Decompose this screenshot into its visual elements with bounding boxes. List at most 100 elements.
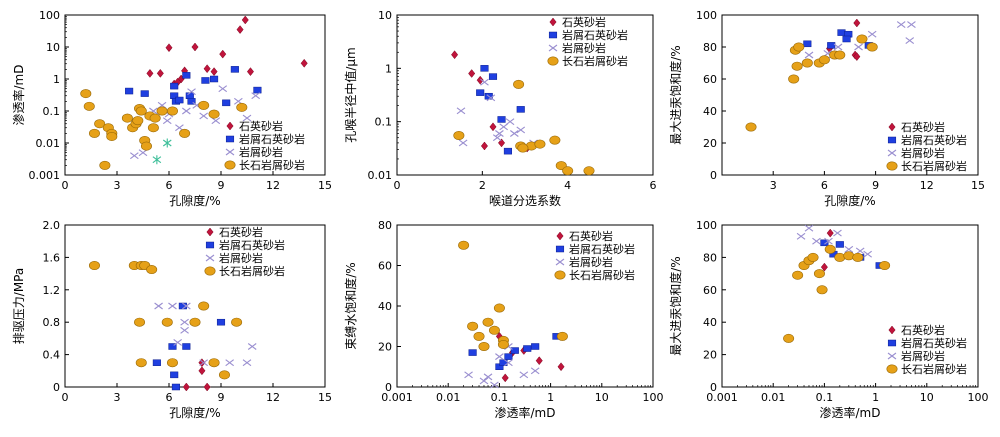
data-point	[199, 112, 208, 120]
legend-label: 岩屑石英砂岩	[569, 242, 635, 256]
legend-marker	[225, 148, 235, 156]
data-point	[480, 141, 488, 151]
y-tick-label: 80	[378, 219, 392, 232]
legend-marker	[887, 352, 897, 360]
legend-marker	[547, 56, 559, 66]
x-tick-label: 6	[821, 179, 828, 192]
data-point	[162, 138, 172, 148]
y-tick-label: 1.6	[43, 251, 61, 264]
legend-label: 石英砂岩	[239, 119, 283, 133]
x-tick-label: 3	[770, 179, 777, 192]
x-tick-label: 9	[218, 391, 225, 404]
legend-label: 岩屑石英砂岩	[901, 336, 967, 350]
data-point	[495, 130, 504, 137]
x-tick-label: 0.001	[381, 391, 413, 404]
y-tick-label: 40	[378, 300, 392, 313]
legend-marker	[548, 44, 558, 52]
x-axis-label: 孔隙度/%	[169, 405, 220, 420]
data-point	[198, 100, 210, 110]
data-point	[236, 102, 248, 112]
legend-marker	[549, 17, 557, 27]
data-point	[230, 66, 239, 73]
y-axis-label: 束缚水饱和度/%	[343, 262, 358, 349]
data-point	[488, 325, 500, 335]
x-tick-label: 10	[920, 391, 934, 404]
data-point	[476, 75, 484, 85]
series-4	[783, 244, 891, 343]
data-point	[88, 260, 100, 270]
x-tick-label: 12	[266, 179, 280, 192]
chart-e: 0.001 0.01 0.1 1 10 100 0 20 40 60 80 渗透率/mD 束缚水饱和度/…	[343, 219, 664, 420]
data-point	[182, 72, 191, 79]
data-point	[842, 35, 851, 43]
y-tick-label: 0.01	[36, 137, 61, 150]
data-point	[510, 347, 519, 354]
data-point	[803, 40, 812, 48]
data-point	[138, 149, 148, 157]
data-point	[88, 128, 100, 138]
data-point	[246, 67, 254, 77]
data-point	[490, 381, 499, 389]
data-point	[482, 317, 494, 327]
data-point	[793, 42, 805, 52]
data-point	[818, 55, 830, 65]
x-tick-label: 9	[872, 179, 879, 192]
data-point	[199, 359, 208, 367]
data-point	[837, 29, 846, 36]
legend-marker	[555, 245, 565, 253]
y-tick-label: 0.1	[375, 116, 393, 129]
data-point	[535, 356, 543, 366]
y-tick-label: 60	[703, 73, 717, 86]
data-point	[495, 363, 504, 370]
data-point	[834, 252, 846, 262]
x-tick-label: 12	[266, 391, 280, 404]
legend-marker	[886, 364, 898, 374]
x-tick-label: 6	[650, 179, 657, 192]
legend-label: 岩屑石英砂岩	[901, 133, 967, 147]
x-tick-label: 0.01	[436, 391, 461, 404]
data-point	[505, 118, 515, 126]
data-point	[180, 318, 189, 326]
data-point	[480, 65, 489, 72]
data-point	[198, 301, 210, 311]
data-point	[480, 78, 489, 86]
y-tick-label: 100	[696, 9, 717, 22]
data-point	[833, 43, 843, 51]
y-tick-label: 60	[703, 284, 717, 297]
data-point	[835, 241, 844, 248]
chart-f: 0.001 0.01 0.1 1 10 100 0 20 40 60 80 100 渗透率/mD 最大进汞…	[668, 219, 989, 420]
data-point	[165, 43, 173, 53]
data-point	[140, 90, 149, 97]
x-tick-label: 0.1	[816, 391, 834, 404]
chart-c: 3 6 9 12 15 0 20 40 60 80 100 孔隙度/% 最大进汞饱和度/% 石英砂岩岩屑石…	[668, 9, 985, 208]
data-point	[242, 359, 252, 367]
data-point	[175, 96, 184, 104]
data-point	[241, 15, 249, 25]
data-point	[497, 116, 506, 123]
legend-label: 岩屑石英砂岩	[219, 238, 285, 252]
data-point	[149, 113, 161, 123]
x-tick-label: 1	[872, 391, 879, 404]
data-point	[745, 122, 757, 132]
data-point	[125, 87, 134, 95]
y-tick-label: 0.8	[43, 316, 61, 329]
legend-label: 岩屑砂岩	[562, 41, 606, 55]
legend-marker	[886, 161, 898, 171]
legend-label: 岩屑砂岩	[901, 146, 945, 160]
data-point	[156, 68, 164, 78]
series-1	[146, 15, 308, 89]
y-tick-label: 20	[378, 341, 392, 354]
data-point	[191, 42, 199, 52]
y-tick-label: 80	[703, 41, 717, 54]
y-tick-label: 0	[710, 169, 717, 182]
y-tick-label: 2.0	[43, 219, 61, 232]
data-point	[300, 58, 308, 68]
legend-label: 长石岩屑砂岩	[219, 264, 285, 278]
x-axis-label: 渗透率/mD	[820, 405, 881, 420]
data-point	[135, 358, 147, 368]
data-point	[225, 359, 234, 367]
series-4	[80, 89, 248, 170]
legend-marker	[887, 339, 897, 347]
